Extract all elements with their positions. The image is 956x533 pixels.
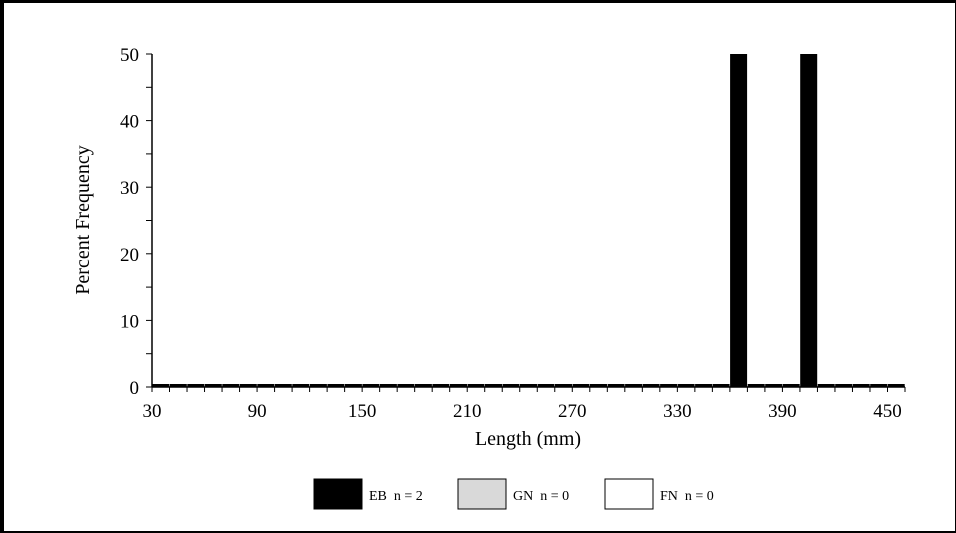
bar-50 [187,384,205,387]
bar-160 [379,384,397,387]
bar-340 [695,384,713,387]
x-tick-label: 150 [348,401,377,422]
x-tick-label: 330 [663,401,692,422]
bar-290 [607,384,625,387]
y-tick-label: 20 [120,245,139,266]
bar-310 [642,384,660,387]
y-tick-label: 10 [120,311,139,332]
bar-360 [730,54,748,387]
legend: EB n = 2 GN n = 0 FN n = 0 [313,478,714,510]
x-tick-label: 30 [143,401,162,422]
bar-450 [887,384,905,387]
bar-330 [677,384,695,387]
bar-440 [870,384,888,387]
y-axis-title: Percent Frequency [72,145,94,294]
bar-260 [555,384,572,387]
bar-180 [414,384,432,387]
y-tick-label: 30 [120,178,139,199]
bar-190 [432,384,450,387]
bar-320 [660,384,678,387]
bars-group [152,54,905,387]
x-tick-label: 90 [248,401,267,422]
legend-label-fn: FN n = 0 [660,489,714,504]
bar-70 [222,384,240,387]
bar-110 [292,384,310,387]
bar-220 [485,384,502,387]
bar-120 [309,384,327,387]
x-tick-label: 450 [873,401,902,422]
bar-80 [239,384,257,387]
bar-370 [747,384,765,387]
x-tick-label: 210 [453,401,482,422]
legend-label-eb: EB n = 2 [369,489,423,504]
x-tick-label: 270 [558,401,587,422]
bar-130 [327,384,345,387]
bar-410 [817,384,835,387]
x-tick-label: 390 [768,401,797,422]
bar-380 [765,384,783,387]
legend-swatch-fn [604,478,654,510]
legend-label-gn: GN n = 0 [513,489,569,504]
y-tick-label: 50 [120,45,139,66]
bar-430 [852,384,870,387]
y-tick-label: 40 [120,112,139,133]
bar-270 [572,384,590,387]
bar-350 [712,384,730,387]
x-axis-title: Length (mm) [475,428,581,450]
bar-420 [835,384,853,387]
bar-140 [344,384,362,387]
bar-100 [274,384,292,387]
x-ticks-group: 30 90 150 210 270 330 390 450 [143,387,906,422]
bar-280 [590,384,607,387]
bar-210 [467,384,485,387]
bar-30 [152,384,170,387]
bar-230 [502,384,520,387]
bar-170 [397,384,415,387]
bar-400 [800,54,818,387]
bar-240 [520,384,537,387]
bar-150 [362,384,380,387]
bar-60 [204,384,222,387]
bar-90 [257,384,275,387]
bar-200 [450,384,467,387]
bar-40 [169,384,187,387]
y-ticks-group: 0 10 20 30 40 50 [120,45,152,399]
legend-swatch-gn [457,478,507,510]
bar-250 [537,384,555,387]
bar-390 [782,384,800,387]
y-tick-label: 0 [130,378,140,399]
bar-300 [625,384,643,387]
axes-group [151,54,905,388]
legend-swatch-eb [313,478,363,510]
